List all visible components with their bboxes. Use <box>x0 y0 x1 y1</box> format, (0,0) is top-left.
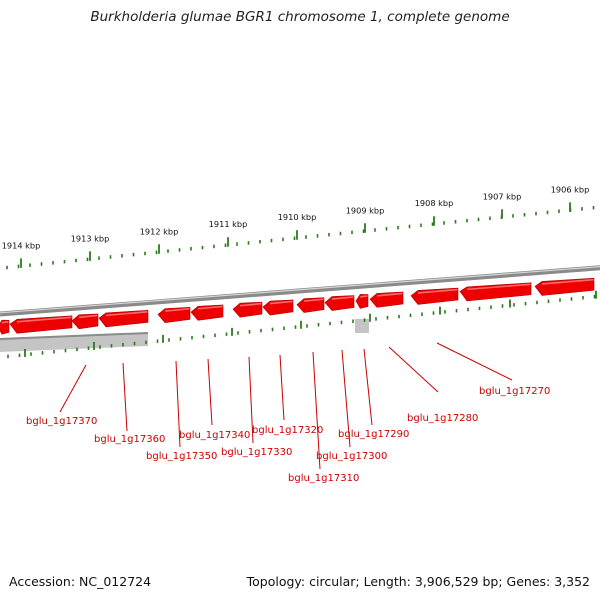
gene-arrow-highlight <box>303 298 324 302</box>
gene-leader-line <box>363 348 373 426</box>
gene-arrow-highlight <box>197 305 223 310</box>
gene-label: bglu_1g17340 <box>179 430 250 441</box>
gene-label: bglu_1g17320 <box>252 425 323 436</box>
gene-label-layer: bglu_1g17370bglu_1g17360bglu_1g17350bglu… <box>26 342 550 484</box>
kbp-tick-label: 1914 kbp <box>2 240 41 250</box>
gene-label: bglu_1g17280 <box>407 413 478 424</box>
gene-leader-line <box>175 360 181 448</box>
shadow-segment-small <box>355 319 369 333</box>
kbp-tick-label: 1907 kbp <box>483 191 522 201</box>
kbp-tick-label: 1913 kbp <box>71 233 110 243</box>
gene-arrow-highlight <box>239 302 262 307</box>
gene-leader-line <box>388 346 439 393</box>
gene-arrow-highlight <box>105 311 148 317</box>
gene-arrow <box>296 297 325 313</box>
kbp-tick-label: 1906 kbp <box>551 184 590 194</box>
gene-arrow <box>71 313 99 330</box>
topology-label: Topology: circular; Length: 3,906,529 bp… <box>246 574 590 589</box>
lower-tick-track <box>7 290 597 359</box>
chromosome-backbone <box>0 265 600 317</box>
gene-arrow <box>459 282 532 302</box>
gene-label: bglu_1g17360 <box>94 434 165 445</box>
gene-leader-line <box>207 358 213 426</box>
gene-label: bglu_1g17350 <box>146 451 217 462</box>
backbone-band <box>0 265 600 317</box>
backbone-highlight <box>0 266 600 314</box>
gene-arrow-highlight <box>541 278 594 285</box>
kbp-tick-track: 1914 kbp 1913 kbp 1912 kbp 1911 kbp 1910 kbp… <box>2 184 595 270</box>
gene-label: bglu_1g17370 <box>26 416 97 427</box>
gene-label: bglu_1g17310 <box>288 473 359 484</box>
gene-leader-line <box>312 351 321 470</box>
gene-arrow-highlight <box>466 283 531 291</box>
shadow-top-line <box>0 332 149 340</box>
gene-leader-line <box>122 362 128 432</box>
gene-leader-line <box>59 364 87 413</box>
gene-arrow <box>355 294 369 309</box>
gene-arrow-highlight <box>269 300 293 305</box>
kbp-tick-label: 1912 kbp <box>140 226 179 236</box>
gene-arrow-highlight <box>376 292 403 297</box>
gene-leader-line <box>341 349 351 448</box>
kbp-tick-label: 1910 kbp <box>278 212 317 222</box>
gene-arrow-highlight <box>78 314 98 319</box>
gene-arrow-highlight <box>331 296 354 300</box>
gene-track <box>0 277 595 335</box>
gene-label: bglu_1g17270 <box>479 386 550 397</box>
gene-arrow <box>0 319 10 335</box>
gene-label: bglu_1g17330 <box>221 447 292 458</box>
gene-arrow-highlight <box>164 308 190 312</box>
gene-leader-line <box>248 356 254 444</box>
gene-leader-line <box>279 354 285 421</box>
gene-arrow-highlight <box>16 316 72 323</box>
gene-label: bglu_1g17290 <box>338 429 409 440</box>
kbp-tick-label: 1908 kbp <box>415 198 454 208</box>
accession-label: Accession: NC_012724 <box>9 574 152 589</box>
gene-label: bglu_1g17300 <box>316 451 387 462</box>
kbp-tick-label: 1909 kbp <box>346 205 385 215</box>
map-title: Burkholderia glumae BGR1 chromosome 1, c… <box>90 9 510 25</box>
gene-arrow-highlight <box>1 321 9 324</box>
gene-arrow-highlight <box>360 295 368 298</box>
kbp-tick-label: 1911 kbp <box>209 219 248 229</box>
gene-arrow-highlight <box>417 288 458 294</box>
gene-arrow <box>9 315 73 334</box>
gene-leader-line <box>436 342 513 381</box>
